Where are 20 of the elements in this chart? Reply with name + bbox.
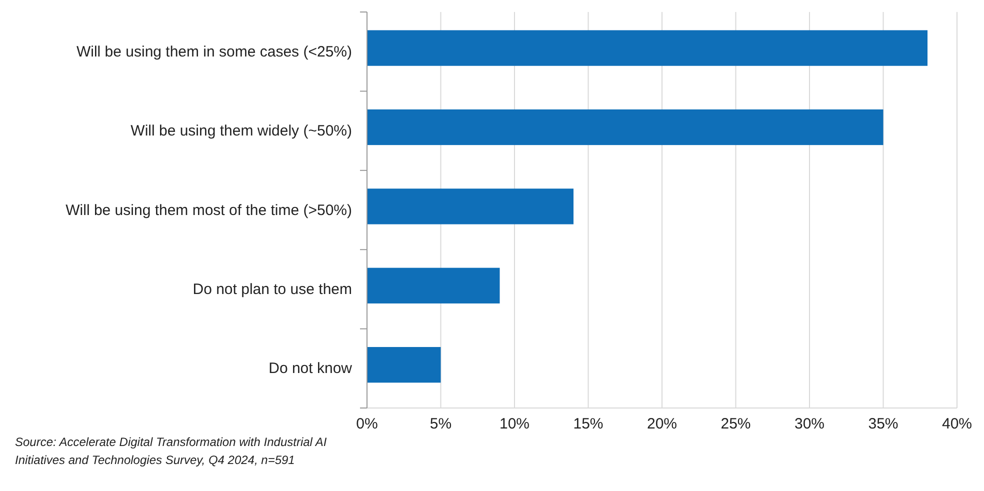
- x-tick-label: 35%: [868, 416, 898, 433]
- y-tick-label: Will be using them widely (~50%): [130, 122, 352, 140]
- bar: [367, 347, 441, 383]
- x-tick-label: 20%: [646, 416, 678, 433]
- x-tick-label: 15%: [573, 416, 604, 433]
- x-tick-label: 5%: [430, 416, 452, 433]
- bar: [367, 268, 500, 304]
- bar: [367, 188, 574, 224]
- x-tick-label: 30%: [794, 416, 825, 433]
- x-tick-label: 25%: [720, 416, 751, 433]
- y-tick-label: Do not plan to use them: [192, 281, 352, 298]
- x-tick-label: 10%: [499, 416, 530, 433]
- x-tick-label: 40%: [942, 416, 972, 433]
- y-tick-label: Will be using them in some cases (<25%): [76, 43, 352, 60]
- source-note: Source: Accelerate Digital Transformation with Industrial AI Initiatives and Technologies Survey, Q4 2024, n=591: [15, 435, 328, 467]
- bar: [367, 30, 928, 66]
- y-tick-label: Do not know: [268, 360, 352, 378]
- x-tick-label: 0%: [356, 416, 378, 433]
- bar: [367, 109, 884, 146]
- y-tick-label: Will be using them most of the time (>50%): [66, 202, 352, 219]
